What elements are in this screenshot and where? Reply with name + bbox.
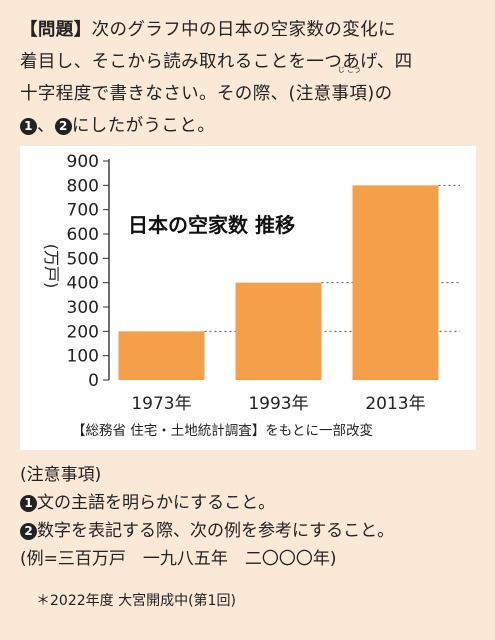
number-1-badge-icon: 1 <box>20 118 37 135</box>
question-line-4: 1、 2 にしたがうこと。 <box>20 110 480 142</box>
note-item-2-text: 数字を表記する際、次の例を参考にすること。 <box>37 521 395 541</box>
y-tick-label: 600 <box>67 225 99 245</box>
note-item-1-text: 文の主語を明らかにすること。 <box>37 493 276 513</box>
question-text: 【問題】次のグラフ中の日本の空家数の変化に 着目し、そこから読み取れることを一つ… <box>20 14 480 142</box>
question-line-1: 【問題】次のグラフ中の日本の空家数の変化に <box>20 14 480 46</box>
y-tick-label: 300 <box>67 298 99 318</box>
bar <box>352 185 439 380</box>
question-line-3-pre: 十字程度で書きなさい。その際、(注意 <box>20 84 332 104</box>
y-tick-label: 400 <box>67 274 99 294</box>
ruby-base: 事項 <box>331 84 368 104</box>
notes-header: (注意事項) <box>20 465 102 485</box>
note-example: (例=三百万戸 一九八五年 二〇〇〇年) <box>20 549 337 569</box>
y-tick-label: 200 <box>67 322 99 342</box>
question-line-4-text: にしたがうこと。 <box>71 116 216 136</box>
notes: (注意事項) 1 文の主語を明らかにすること。 2 数字を表記する際、次の例を参考に… <box>20 461 485 573</box>
exam-source: ＊2022年度 大宮開成中(第1回) <box>36 593 236 609</box>
y-axis-label: (万戸) <box>42 244 61 289</box>
note-item-2: 2 数字を表記する際、次の例を参考にすること。 <box>20 517 485 545</box>
question-line-1-text: 次のグラフ中の日本の空家数の変化に <box>91 20 396 40</box>
note-item-1: 1 文の主語を明らかにすること。 <box>20 489 485 517</box>
number-1-badge-icon: 1 <box>20 495 37 512</box>
y-tick-label: 0 <box>88 371 99 391</box>
number-2-badge-icon: 2 <box>20 523 37 540</box>
number-2-badge-icon: 2 <box>54 118 72 135</box>
x-tick-label: 1993年 <box>248 394 308 414</box>
x-tick-label: 1973年 <box>131 394 191 414</box>
chart-source: 【総務省 住宅・土地統計調査】をもとに一部改変 <box>72 422 373 439</box>
y-tick-label: 800 <box>67 176 99 196</box>
bar <box>118 331 205 380</box>
y-tick-label: 500 <box>67 249 99 269</box>
y-tick-label: 700 <box>67 201 99 221</box>
question-line-3: 十字程度で書きなさい。その際、(注意事項 じ こう )の <box>20 66 480 110</box>
ruby-word: 事項じ こう <box>331 66 368 110</box>
x-tick-label: 2013年 <box>365 394 425 414</box>
bar <box>235 282 322 380</box>
separator: 、 <box>37 116 55 136</box>
question-label: 【問題】 <box>20 20 92 40</box>
chart-panel: 0 100 200 300 400 500 600 700 800 900 1973年 1993年 20… <box>20 146 476 450</box>
question-line-2: 着目し、そこから読み取れることを一つあげ、四 <box>20 52 413 72</box>
ruby-reading: じ こう <box>337 66 362 74</box>
bar-chart: 0 100 200 300 400 500 600 700 800 900 1973年 1993年 20… <box>42 152 460 439</box>
chart-title: 日本の空家数 推移 <box>128 213 295 237</box>
question-line-3-post: )の <box>367 84 393 104</box>
y-tick-label: 900 <box>67 152 99 172</box>
y-tick-label: 100 <box>67 347 99 367</box>
